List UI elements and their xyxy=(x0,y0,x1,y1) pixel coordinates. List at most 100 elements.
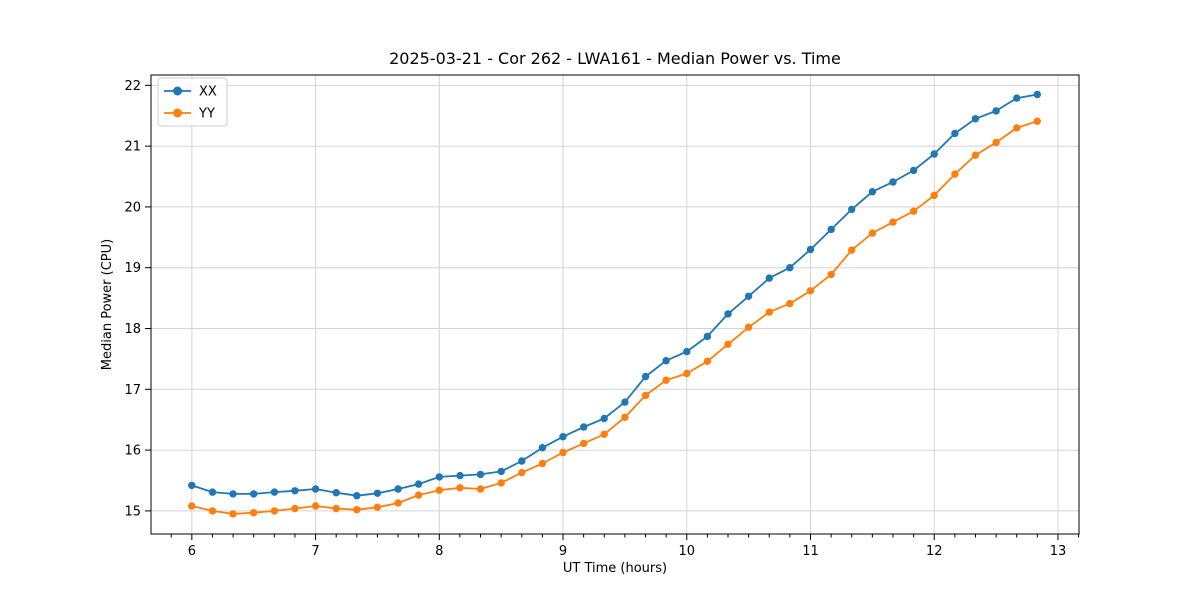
x-tick-label-9: 9 xyxy=(559,544,567,559)
series-XX-point-14 xyxy=(476,470,485,479)
series-XX-point-29 xyxy=(786,264,794,272)
legend: XX YY xyxy=(157,77,228,127)
series-YY-point-27 xyxy=(744,323,753,331)
y-tick-label-15: 15 xyxy=(124,504,141,519)
series-YY-point-2 xyxy=(229,510,237,518)
series-XX-point-39 xyxy=(992,107,1000,115)
series-XX-point-16 xyxy=(518,457,526,465)
series-XX-point-35 xyxy=(909,166,918,175)
series-YY-point-31 xyxy=(827,270,835,279)
series-XX-point-41 xyxy=(1033,90,1042,99)
series-XX-point-13 xyxy=(456,471,464,480)
legend-marker-XX xyxy=(173,86,182,96)
series-YY-point-41 xyxy=(1033,117,1042,125)
series-YY-point-24 xyxy=(683,369,691,378)
series-XX-point-38 xyxy=(971,115,980,123)
series-XX-point-9 xyxy=(373,489,382,497)
series-XX-point-40 xyxy=(1013,94,1021,102)
y-tick-label-22: 22 xyxy=(124,79,141,94)
x-axis-label: UT Time (hours) xyxy=(563,561,667,576)
series-XX-markers xyxy=(188,90,1042,500)
series-YY-point-22 xyxy=(641,391,650,400)
series-XX-point-11 xyxy=(414,480,423,488)
series-XX-point-30 xyxy=(806,245,815,254)
series-XX-point-18 xyxy=(559,433,567,441)
series-XX-point-31 xyxy=(827,225,835,234)
y-tick-label-21: 21 xyxy=(124,140,141,155)
x-tick-label-10: 10 xyxy=(678,544,695,559)
x-minor-ticks-group xyxy=(170,534,1080,538)
series-XX-point-20 xyxy=(600,414,608,423)
series-YY-point-7 xyxy=(332,504,340,513)
series-YY-point-37 xyxy=(951,170,959,178)
series-YY-point-23 xyxy=(662,376,670,384)
grid-group xyxy=(151,75,1079,534)
major-ticks-group xyxy=(145,84,1059,540)
series-YY-point-0 xyxy=(188,502,196,510)
series-YY-point-39 xyxy=(992,138,1000,147)
series-XX-point-25 xyxy=(703,332,712,341)
plot-background xyxy=(151,75,1079,534)
x-tick-label-11: 11 xyxy=(802,544,819,559)
legend-label-YY: YY xyxy=(198,107,215,122)
series-YY-point-32 xyxy=(848,246,856,254)
x-tick-label-8: 8 xyxy=(435,544,443,559)
series-YY-point-17 xyxy=(538,459,547,468)
series-XX-point-28 xyxy=(765,274,773,282)
series-YY-point-35 xyxy=(909,207,918,215)
series-XX-point-34 xyxy=(889,178,897,186)
series-XX-point-3 xyxy=(250,490,258,498)
x-tick-label-7: 7 xyxy=(311,544,319,559)
series-YY-point-8 xyxy=(353,506,361,514)
series-YY-point-20 xyxy=(600,430,608,438)
series-XX-point-10 xyxy=(394,485,402,493)
series-XX-point-32 xyxy=(848,205,856,214)
series-YY-point-26 xyxy=(724,340,732,348)
series-YY-point-29 xyxy=(786,299,794,308)
series-YY-markers xyxy=(188,117,1042,518)
series-YY-point-40 xyxy=(1013,124,1021,132)
legend-label-XX: XX xyxy=(199,85,217,100)
series-YY-point-4 xyxy=(270,507,279,515)
y-tick-label-16: 16 xyxy=(124,444,141,459)
series-XX-point-33 xyxy=(868,188,877,196)
series-YY-point-33 xyxy=(868,229,877,237)
y-tick-label-18: 18 xyxy=(124,322,141,337)
series-XX-point-6 xyxy=(311,485,320,493)
series-XX-point-4 xyxy=(270,488,279,496)
series-YY-point-16 xyxy=(518,468,526,477)
series-YY-point-25 xyxy=(703,357,712,365)
series-XX-point-22 xyxy=(641,372,650,381)
series-YY-point-36 xyxy=(930,191,938,200)
y-tick-label-19: 19 xyxy=(124,261,141,276)
series-YY-point-3 xyxy=(250,509,258,517)
series-YY-point-12 xyxy=(435,486,443,494)
x-tick-label-12: 12 xyxy=(926,544,943,559)
y-tick-label-20: 20 xyxy=(124,200,141,215)
y-tick-label-17: 17 xyxy=(124,383,141,398)
series-XX-point-26 xyxy=(724,310,732,318)
x-tick-label-6: 6 xyxy=(188,544,196,559)
series-XX-point-24 xyxy=(683,347,691,356)
series-YY-point-14 xyxy=(476,485,485,493)
series-XX-point-17 xyxy=(538,444,547,452)
series-YY-point-21 xyxy=(621,413,629,421)
series-XX-point-37 xyxy=(951,129,959,138)
series-YY-point-13 xyxy=(456,484,464,492)
series-XX-point-0 xyxy=(188,481,196,490)
series-XX-point-23 xyxy=(662,357,670,365)
series-XX-point-19 xyxy=(580,423,588,431)
series-XX-point-8 xyxy=(353,492,361,500)
series-YY-point-1 xyxy=(208,507,217,515)
legend-marker-YY xyxy=(173,108,182,118)
series-YY-point-28 xyxy=(765,308,773,316)
axes-spines xyxy=(150,74,1080,535)
series-XX-point-12 xyxy=(435,473,443,481)
series-YY-point-9 xyxy=(373,503,382,511)
series-YY-point-10 xyxy=(394,499,402,507)
series-YY-point-6 xyxy=(311,502,320,510)
series-YY-point-19 xyxy=(580,439,588,448)
x-tick-label-13: 13 xyxy=(1050,544,1067,559)
